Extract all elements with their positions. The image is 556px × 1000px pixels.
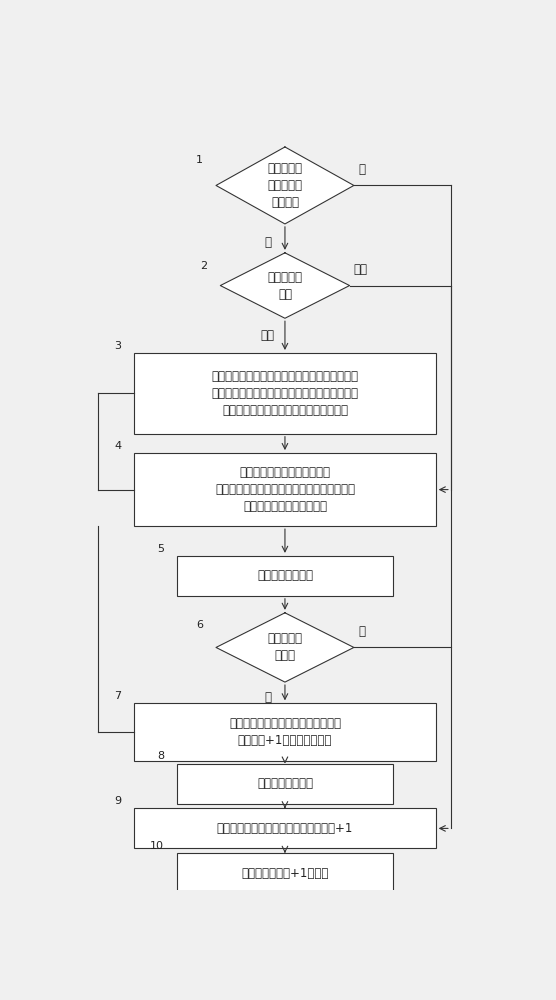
Text: 缓存对象是
否已经存在
于缓存池: 缓存对象是 否已经存在 于缓存池 — [267, 162, 302, 209]
Text: 是: 是 — [264, 691, 271, 704]
Text: 将新增缓存对象加入缓存池，
初始化缓存对象的访问密度、上次访问位置、
被访问频度、平均访问间隔: 将新增缓存对象加入缓存池， 初始化缓存对象的访问密度、上次访问位置、 被访问频度… — [215, 466, 355, 513]
Text: 更新平均访问间隔: 更新平均访问间隔 — [257, 777, 313, 790]
Text: 5: 5 — [157, 544, 165, 554]
Text: 不满: 不满 — [354, 263, 368, 276]
Text: 缓存池是否
已满: 缓存池是否 已满 — [267, 271, 302, 301]
Bar — [134, 453, 436, 526]
Text: 7: 7 — [114, 691, 121, 701]
Polygon shape — [216, 613, 354, 682]
Bar — [177, 853, 393, 893]
Text: 令平均访问间隔等于当前访问间隔，
访问频度+1，计算访问密度: 令平均访问间隔等于当前访问间隔， 访问频度+1，计算访问密度 — [229, 717, 341, 747]
Text: 6: 6 — [196, 620, 203, 631]
Text: 2: 2 — [200, 261, 207, 271]
Polygon shape — [216, 147, 354, 224]
Text: 否: 否 — [358, 625, 365, 638]
Text: 9: 9 — [114, 796, 121, 806]
Text: 是: 是 — [358, 163, 365, 176]
Text: 8: 8 — [157, 751, 165, 761]
Text: 4: 4 — [114, 441, 121, 451]
Polygon shape — [220, 253, 350, 318]
Text: 是否为第二
次访问: 是否为第二 次访问 — [267, 632, 302, 662]
Text: 更新上次访问位置，缓存对象访问频度+1: 更新上次访问位置，缓存对象访问频度+1 — [217, 822, 353, 835]
Text: 否: 否 — [264, 236, 271, 249]
Text: 删除访问密度値最低的缓存对象，将新增缓存对
象加入缓存池，初始化缓存对象的访问密度、上
次访问位置、被访问频度、平均访问间隔: 删除访问密度値最低的缓存对象，将新增缓存对 象加入缓存池，初始化缓存对象的访问密… — [211, 370, 359, 417]
Bar — [177, 556, 393, 596]
Text: 缓存访问总次数+1，退出: 缓存访问总次数+1，退出 — [241, 867, 329, 880]
Text: 计算当前访问间隔: 计算当前访问间隔 — [257, 569, 313, 582]
Text: 1: 1 — [196, 155, 203, 165]
Bar — [134, 703, 436, 761]
Bar — [134, 353, 436, 434]
Text: 3: 3 — [114, 341, 121, 351]
Text: 10: 10 — [150, 841, 165, 851]
Text: 已满: 已满 — [261, 329, 275, 342]
Bar — [177, 764, 393, 804]
Bar — [134, 808, 436, 848]
